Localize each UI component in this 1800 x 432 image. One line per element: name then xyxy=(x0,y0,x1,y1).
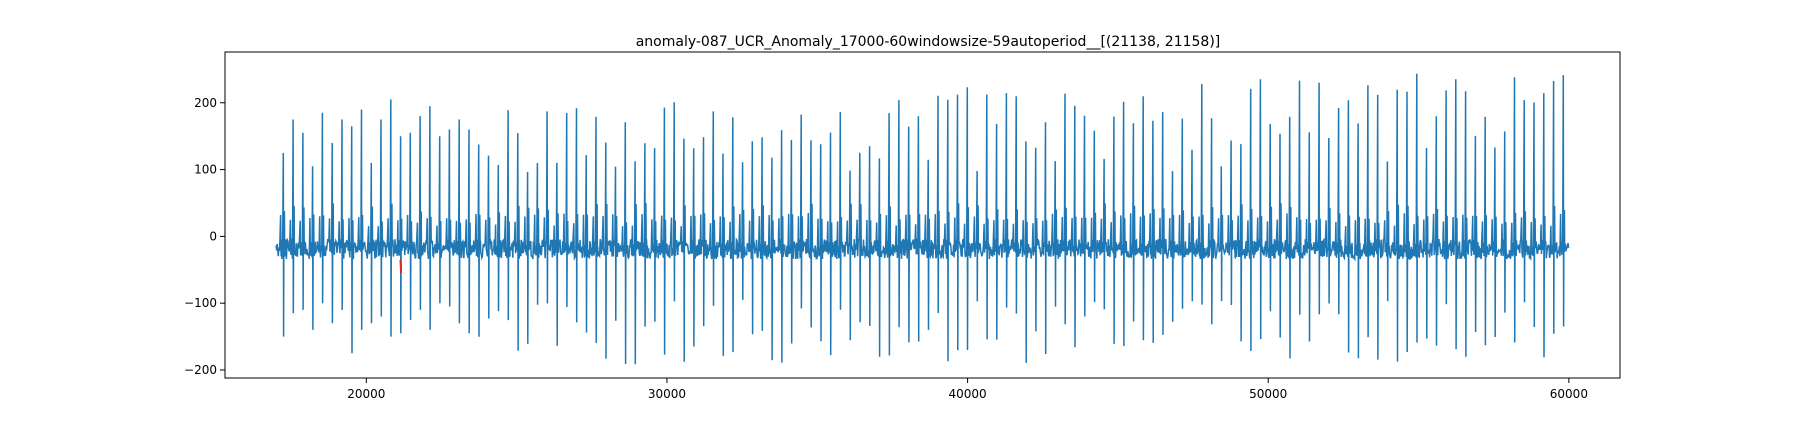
plot-frame xyxy=(224,51,1621,379)
y-axis: −200 −100 0 100 200 xyxy=(184,96,225,377)
x-tick-label: 40000 xyxy=(949,387,987,401)
x-tick-label: 60000 xyxy=(1550,387,1588,401)
y-tick-label: 100 xyxy=(194,163,217,177)
chart-title: anomaly-087_UCR_Anomaly_17000-60windowsi… xyxy=(636,34,1221,50)
y-tick-label: −100 xyxy=(184,296,217,310)
signal-series-line xyxy=(275,73,1570,365)
x-axis: 20000 30000 40000 50000 60000 xyxy=(347,378,1588,401)
y-tick-label: −200 xyxy=(184,363,217,377)
y-tick-label: 200 xyxy=(194,96,217,110)
x-tick-label: 30000 xyxy=(648,387,686,401)
x-tick-label: 50000 xyxy=(1249,387,1287,401)
plot-area xyxy=(275,73,1570,365)
anomaly-series-line xyxy=(399,259,403,274)
y-tick-label: 0 xyxy=(209,229,217,243)
x-tick-label: 20000 xyxy=(347,387,385,401)
